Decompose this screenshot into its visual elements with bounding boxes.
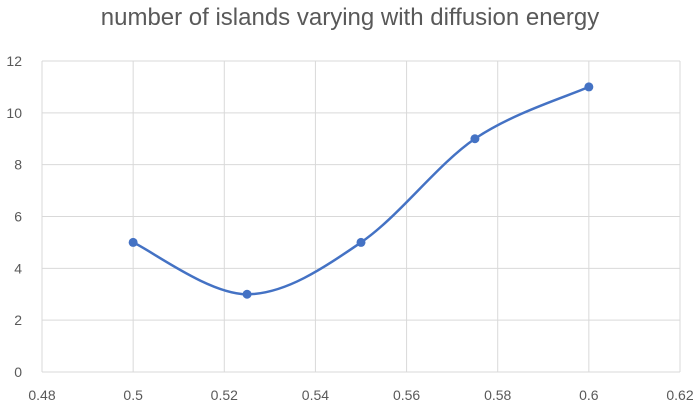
y-tick-label: 8 — [14, 157, 22, 173]
gridlines — [41, 60, 681, 373]
y-tick-label: 4 — [14, 260, 22, 276]
data-point-marker — [242, 289, 252, 299]
y-tick-label: 0 — [14, 364, 22, 380]
series-group — [128, 82, 594, 299]
y-axis-tick-labels: 0 2 4 6 8 10 12 — [6, 53, 22, 380]
data-point-marker — [356, 237, 366, 247]
x-tick-label: 0.52 — [211, 387, 238, 403]
x-tick-label: 0.56 — [393, 387, 420, 403]
y-tick-label: 12 — [6, 53, 22, 69]
x-tick-label: 0.58 — [484, 387, 511, 403]
x-tick-label: 0.48 — [28, 387, 55, 403]
y-tick-label: 10 — [6, 105, 22, 121]
data-point-marker — [470, 134, 480, 144]
x-axis-tick-labels: 0.48 0.5 0.52 0.54 0.56 0.58 0.6 0.62 — [28, 387, 693, 403]
x-tick-label: 0.54 — [302, 387, 329, 403]
data-point-marker — [128, 237, 138, 247]
x-tick-label: 0.5 — [123, 387, 143, 403]
x-tick-label: 0.62 — [666, 387, 693, 403]
data-point-marker — [584, 82, 594, 92]
y-tick-label: 6 — [14, 209, 22, 225]
chart-title: number of islands varying with diffusion… — [100, 4, 600, 31]
x-tick-label: 0.6 — [579, 387, 599, 403]
series-line — [131, 85, 591, 296]
y-tick-label: 2 — [14, 312, 22, 328]
